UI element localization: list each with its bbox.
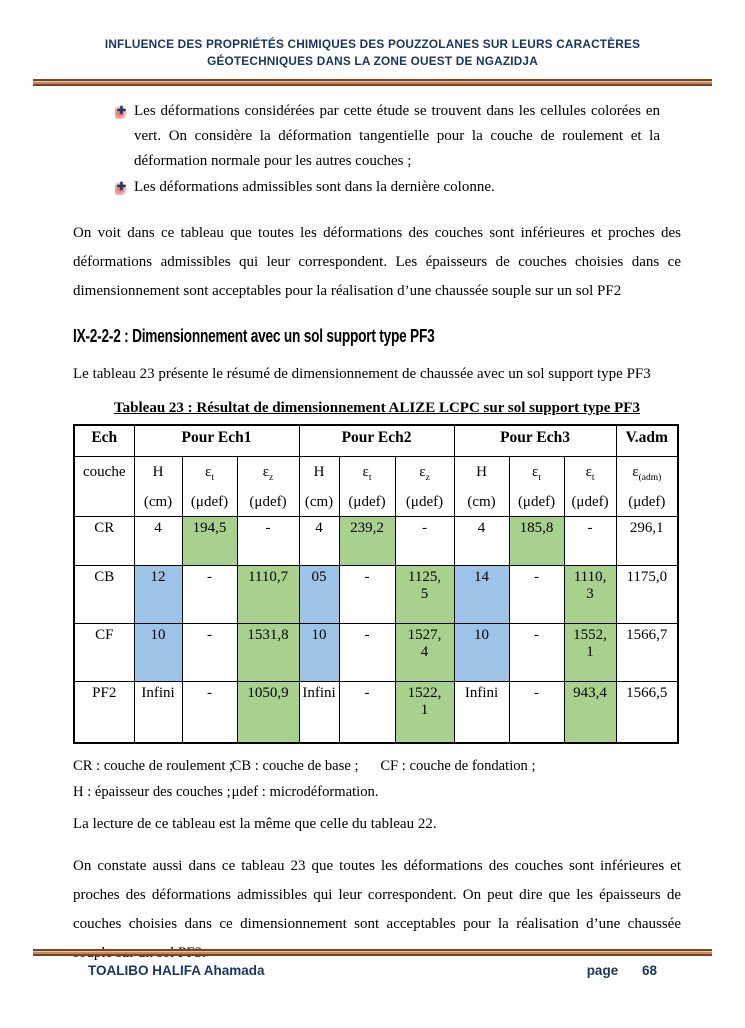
- table-cell: -: [394, 515, 455, 566]
- table-row: PF2 Infini - 1050,9 Infini - 1522, 1 Inf…: [73, 680, 679, 744]
- table-cell: -: [338, 564, 396, 624]
- row-label: CR: [73, 515, 135, 566]
- header-title-line2: GÉOTECHNIQUES DANS LA ZONE OUEST DE NGAZ…: [207, 54, 538, 68]
- table-cell: 10: [453, 622, 510, 682]
- th-eps-z-ech2: εz (μdef): [394, 455, 455, 517]
- page-footer: TOALIBO HALIFA Ahamada page 68: [0, 949, 745, 978]
- table-cell: 1552, 1: [563, 622, 617, 682]
- row-label: CF: [73, 622, 135, 682]
- table-cell: -: [508, 680, 565, 744]
- table-row: CR 4 194,5 - 4 239,2 - 4 185,8 - 296,1: [73, 515, 679, 566]
- table-cell: -: [508, 564, 565, 624]
- table-cell: 1531,8: [236, 622, 300, 682]
- table-cell: 05: [298, 564, 340, 624]
- th-vadm: V.adm: [615, 424, 679, 457]
- row-label: PF2: [73, 680, 135, 744]
- table-subheader-row: couche H (cm) εt (μdef) εz (μdef) H (cm) εt(…: [73, 455, 679, 517]
- header-divider: [33, 79, 712, 86]
- note-h: H : épaisseur des couches ;: [73, 784, 231, 800]
- bullet-text: Les déformations considérées par cette é…: [134, 103, 660, 169]
- table-cell: 12: [133, 564, 183, 624]
- table-cell: 10: [298, 622, 340, 682]
- paragraph-overview-pf2: On voit dans ce tableau que toutes les d…: [73, 225, 681, 299]
- paragraph-lecture: La lecture de ce tableau est la même que…: [73, 816, 437, 832]
- th-couche: couche: [73, 455, 135, 517]
- th-h-ech3: H (cm): [453, 455, 510, 517]
- bullet-item: ✚ Les déformations admissibles sont dans…: [115, 175, 660, 200]
- table-cell: 1527, 4: [394, 622, 455, 682]
- table-cell: 1566,5: [615, 680, 679, 744]
- table-cell: 1566,7: [615, 622, 679, 682]
- th-eps-t-ech1: εt (μdef): [181, 455, 238, 517]
- legend-line-2: H : épaisseur des couches ; μdef : micro…: [73, 779, 681, 805]
- table-cell: 1522, 1: [394, 680, 455, 744]
- table-cell: -: [181, 564, 238, 624]
- th-ech: Ech: [73, 424, 135, 457]
- th-h-ech2: H (cm): [298, 455, 340, 517]
- footer-page: page 68: [587, 963, 657, 978]
- table-legend: CR : couche de roulement ; CB : couche d…: [73, 753, 681, 805]
- results-table: Ech Pour Ech1 Pour Ech2 Pour Ech3 V.adm …: [73, 424, 680, 744]
- th-eps-adm: ε(adm) (μdef): [615, 455, 679, 517]
- table-cell: 14: [453, 564, 510, 624]
- note-cb: CB : couche de base ;: [231, 758, 359, 774]
- table-cell: Infini: [453, 680, 510, 744]
- bullet-text: Les déformations admissibles sont dans l…: [134, 179, 495, 195]
- table-cell: 185,8: [508, 515, 565, 566]
- bullet-list: ✚ Les déformations considérées par cette…: [115, 99, 660, 200]
- footer-author: TOALIBO HALIFA Ahamada: [88, 963, 265, 978]
- table-cell: 4: [133, 515, 183, 566]
- table-cell: -: [236, 515, 300, 566]
- footer-page-number: 68: [641, 963, 657, 978]
- th-eps-z-ech1: εz (μdef): [236, 455, 300, 517]
- table-header-row: Ech Pour Ech1 Pour Ech2 Pour Ech3 V.adm: [73, 424, 679, 457]
- page-content: ✚ Les déformations considérées par cette…: [73, 99, 681, 968]
- section-heading: IX-2-2-2 : Dimensionnement avec un sol s…: [73, 326, 435, 346]
- table-cell: -: [338, 680, 396, 744]
- table-cell: -: [338, 622, 396, 682]
- th-pour-ech2: Pour Ech2: [298, 424, 455, 457]
- table-cell: -: [181, 680, 238, 744]
- th-pour-ech1: Pour Ech1: [133, 424, 300, 457]
- table-row: CB 12 - 1110,7 05 - 1125, 5 14 - 1110, 3…: [73, 564, 679, 624]
- table-cell: 1175,0: [615, 564, 679, 624]
- table-cell: 1050,9: [236, 680, 300, 744]
- footer-page-label: page: [586, 963, 619, 978]
- footer-divider: [33, 949, 712, 956]
- table-cell: 1125, 5: [394, 564, 455, 624]
- th-eps-t-ech3: εt (μdef): [508, 455, 565, 517]
- table-row: CF 10 - 1531,8 10 - 1527, 4 10 - 1552, 1…: [73, 622, 679, 682]
- note-cr: CR : couche de roulement ;: [73, 758, 234, 774]
- row-label: CB: [73, 564, 135, 624]
- table-cell: 1110, 3: [563, 564, 617, 624]
- th-eps-t-ech2: εt (μdef): [338, 455, 396, 517]
- th-eps-t2-ech3: εt (μdef): [563, 455, 617, 517]
- table-cell: 194,5: [181, 515, 238, 566]
- table-cell: -: [563, 515, 617, 566]
- legend-line-1: CR : couche de roulement ; CB : couche d…: [73, 753, 681, 779]
- page-header: INFLUENCE DES PROPRIÉTÉS CHIMIQUES DES P…: [0, 0, 745, 86]
- bullet-item: ✚ Les déformations considérées par cette…: [115, 99, 660, 174]
- bullet-icon: ✚: [115, 181, 128, 195]
- header-title-line1: INFLUENCE DES PROPRIÉTÉS CHIMIQUES DES P…: [104, 37, 641, 51]
- table-cell: 296,1: [615, 515, 679, 566]
- th-h-ech1: H (cm): [133, 455, 183, 517]
- table-cell: 10: [133, 622, 183, 682]
- table-cell: 239,2: [338, 515, 396, 566]
- table-title: Tableau 23 : Résultat de dimensionnement…: [114, 400, 640, 416]
- table-cell: 4: [298, 515, 340, 566]
- th-pour-ech3: Pour Ech3: [453, 424, 617, 457]
- table-cell: Infini: [298, 680, 340, 744]
- table-cell: 1110,7: [236, 564, 300, 624]
- paragraph-table23-intro: Le tableau 23 présente le résumé de dime…: [73, 366, 651, 382]
- table-cell: Infini: [133, 680, 183, 744]
- table-cell: 4: [453, 515, 510, 566]
- table-cell: 943,4: [563, 680, 617, 744]
- bullet-icon: ✚: [115, 105, 128, 119]
- note-mudef: μdef : microdéformation.: [231, 784, 379, 800]
- table-cell: -: [181, 622, 238, 682]
- table-cell: -: [508, 622, 565, 682]
- note-cf: CF : couche de fondation ;: [380, 758, 536, 774]
